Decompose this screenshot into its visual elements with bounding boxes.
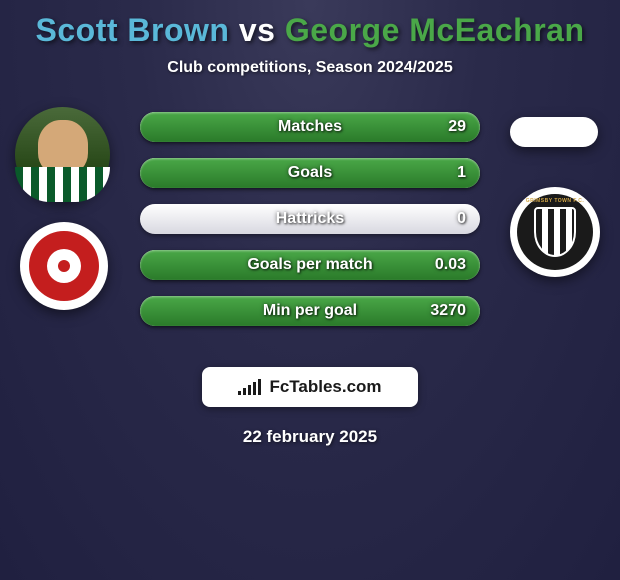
stat-value-right: 3270	[430, 296, 466, 326]
player1-photo	[15, 107, 110, 202]
left-column	[10, 107, 120, 310]
player2-photo	[510, 117, 598, 147]
player2-club-badge: GRIMSBY TOWN F.C.	[510, 187, 600, 277]
stat-label: Hattricks	[140, 204, 480, 234]
footer-date: 22 february 2025	[0, 427, 620, 447]
stat-value-right: 1	[457, 158, 466, 188]
stat-label: Min per goal	[140, 296, 480, 326]
stat-value-right: 29	[448, 112, 466, 142]
stat-label: Goals	[140, 158, 480, 188]
infographic-root: Scott Brown vs George McEachran Club com…	[0, 0, 620, 580]
stat-value-right: 0	[457, 204, 466, 234]
branding-text: FcTables.com	[269, 377, 381, 397]
stat-label: Matches	[140, 112, 480, 142]
right-column: GRIMSBY TOWN F.C.	[500, 107, 610, 277]
title-player1: Scott Brown	[36, 12, 230, 48]
main-area: GRIMSBY TOWN F.C. Matches29 Goals1 Hattric…	[0, 107, 620, 347]
stat-label: Goals per match	[140, 250, 480, 280]
stat-row: Matches29	[140, 112, 480, 142]
player1-club-badge	[20, 222, 108, 310]
chart-icon	[238, 379, 263, 395]
stat-row: Hattricks0	[140, 204, 480, 234]
title-vs: vs	[239, 12, 276, 48]
stat-row: Goals per match0.03	[140, 250, 480, 280]
subtitle: Club competitions, Season 2024/2025	[0, 59, 620, 77]
stat-rows: Matches29 Goals1 Hattricks0 Goals per match…	[140, 112, 480, 342]
page-title: Scott Brown vs George McEachran	[0, 0, 620, 49]
stat-row: Goals1	[140, 158, 480, 188]
branding-badge: FcTables.com	[202, 367, 418, 407]
stat-value-right: 0.03	[435, 250, 466, 280]
title-player2: George McEachran	[285, 12, 585, 48]
stat-row: Min per goal3270	[140, 296, 480, 326]
